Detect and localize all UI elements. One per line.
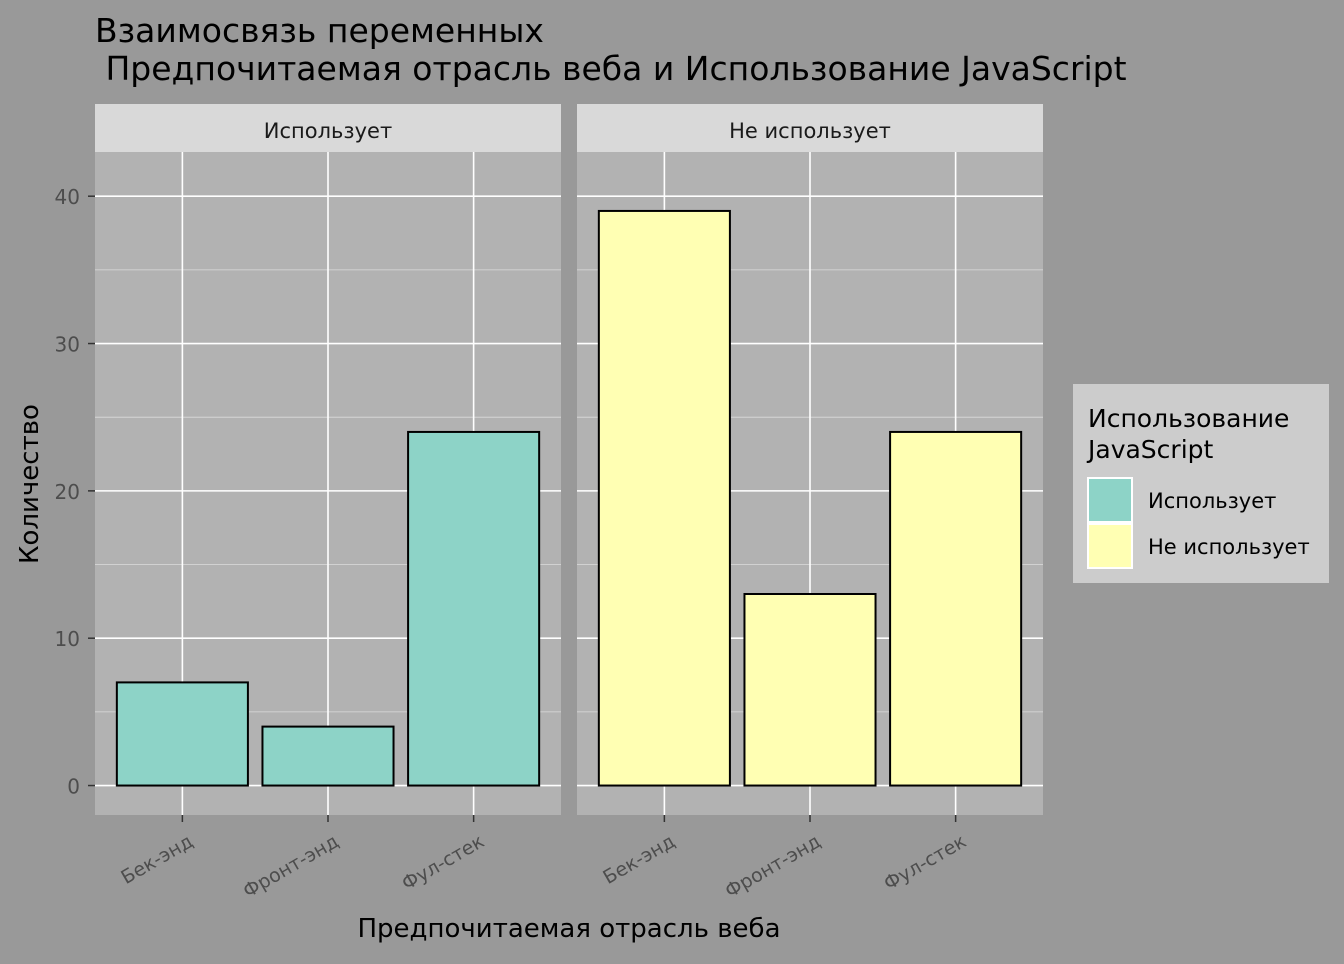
facet-strip-label: Не использует xyxy=(729,119,891,143)
y-tick-label: 20 xyxy=(55,480,80,504)
y-tick-label: 10 xyxy=(55,627,80,651)
facet-strip xyxy=(577,104,1043,152)
x-tick-label: Фул-стек xyxy=(880,830,970,895)
bar xyxy=(889,430,1023,787)
chart-title-line2: Предпочитаемая отрасль веба и Использова… xyxy=(95,49,1127,88)
facet-panel: Не использует Бек-энд Фронт-энд Фул-стек xyxy=(577,104,1043,903)
facet-strip xyxy=(95,104,561,152)
bar xyxy=(597,209,731,787)
bar xyxy=(743,593,877,787)
x-tick-label: Фронт-энд xyxy=(721,830,824,902)
chart-title-line1: Взаимосвязь переменных xyxy=(95,11,544,50)
bar xyxy=(261,725,395,787)
bar xyxy=(407,430,541,787)
facet-panels: 0 10 20 30 40 Использует Бек-энд Фронт-энд Фул-с… xyxy=(55,104,1043,903)
y-axis-label: Количество xyxy=(15,404,45,564)
y-tick-label: 30 xyxy=(55,333,80,357)
legend-key-swatch xyxy=(1089,479,1131,521)
legend-item-label: Использует xyxy=(1148,489,1276,513)
y-tick-label: 0 xyxy=(67,775,80,799)
x-tick-label: Фул-стек xyxy=(398,830,488,895)
facet-panel: Использует Бек-энд Фронт-энд Фул-стек xyxy=(95,104,561,903)
x-tick-label: Бек-энд xyxy=(117,830,196,889)
x-axis-label: Предпочитаемая отрасль веба xyxy=(358,914,781,944)
legend-key-swatch xyxy=(1089,525,1131,567)
legend-title-line2: JavaScript xyxy=(1086,435,1214,464)
bar xyxy=(115,681,249,787)
y-tick-label: 40 xyxy=(55,185,80,209)
x-tick-label: Бек-энд xyxy=(599,830,678,889)
x-tick-label: Фронт-энд xyxy=(239,830,342,902)
legend-title-line1: Использование xyxy=(1088,404,1289,433)
facet-strip-label: Использует xyxy=(264,119,392,143)
legend-item-label: Не использует xyxy=(1148,535,1310,559)
